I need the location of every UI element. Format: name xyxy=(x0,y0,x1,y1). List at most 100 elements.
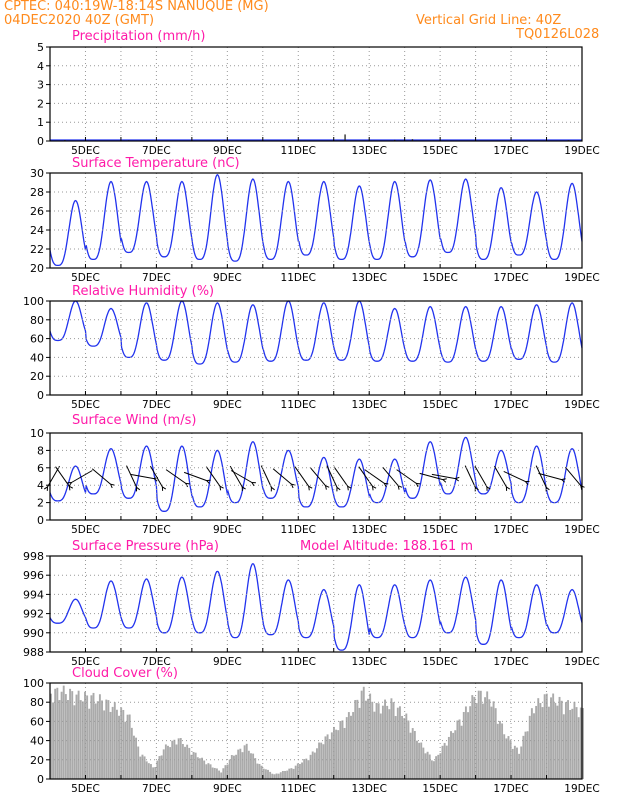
wind-arrow xyxy=(565,466,582,487)
precip-bar xyxy=(344,134,346,141)
wind-arrowhead xyxy=(205,479,211,484)
y-tick-label: 990 xyxy=(23,627,44,640)
cloud-bar xyxy=(367,698,369,779)
y-tick-label: 998 xyxy=(23,550,44,563)
y-tick-label: 30 xyxy=(30,167,44,180)
cloud-bar xyxy=(122,709,125,779)
wind-arrowhead xyxy=(184,482,190,488)
series-line xyxy=(49,173,583,267)
y-tick-label: 60 xyxy=(30,333,44,346)
cloud-bar xyxy=(279,772,282,779)
plot-area xyxy=(50,134,582,141)
chart-panel-2: Surface Temperature (nC) 20 22 24 26 28 30 5DEC… xyxy=(30,156,600,284)
cloud-bar xyxy=(158,756,161,779)
cloud-bar xyxy=(494,708,497,779)
wind-arrowhead xyxy=(580,484,585,490)
y-tick-label: 10 xyxy=(30,427,44,440)
cloud-bar xyxy=(403,718,406,779)
cloud-bar xyxy=(164,744,167,779)
cloud-bar xyxy=(230,755,233,779)
cloud-bar xyxy=(364,700,367,779)
cloud-bar xyxy=(326,734,329,779)
y-tick-label: 0 xyxy=(37,389,44,402)
cloud-bar xyxy=(401,715,404,779)
x-tick-label: 17DEC xyxy=(493,272,528,284)
cloud-bar xyxy=(407,720,410,779)
cloud-bar xyxy=(439,753,442,779)
wind-arrowhead xyxy=(545,486,550,492)
wind-arrow xyxy=(503,470,526,483)
wind-arrowhead xyxy=(336,486,341,492)
cloud-bar xyxy=(377,703,380,779)
y-tick-label: 28 xyxy=(30,186,44,199)
cloud-bar xyxy=(437,754,440,779)
chart-frame xyxy=(49,682,583,780)
cloud-bar xyxy=(390,698,393,779)
wind-arrowhead xyxy=(68,485,74,491)
wind-arrow xyxy=(333,466,349,487)
cloud-bar xyxy=(167,745,169,779)
cloud-bar xyxy=(360,690,363,779)
cloud-bar xyxy=(411,728,414,779)
plot-area xyxy=(49,173,583,267)
y-tick-label: 40 xyxy=(30,351,44,364)
cloud-bar xyxy=(260,765,263,779)
cloud-bar xyxy=(373,711,376,779)
cloud-bar xyxy=(477,690,480,779)
y-tick-label: 1 xyxy=(37,116,44,129)
cloud-bar xyxy=(547,706,550,779)
x-tick-label: 5DEC xyxy=(71,399,100,411)
cloud-bar xyxy=(141,754,144,779)
cloud-bar xyxy=(577,717,580,779)
x-tick-label: 13DEC xyxy=(351,399,386,411)
x-tick-label: 9DEC xyxy=(213,272,242,284)
cloud-bar xyxy=(271,773,274,779)
cloud-bar xyxy=(473,696,476,779)
cloud-bar xyxy=(379,713,382,779)
y-tick-label: 4 xyxy=(37,60,44,73)
cloud-bar xyxy=(135,737,138,779)
cloud-bar xyxy=(294,765,297,779)
cloud-bar xyxy=(273,774,276,779)
x-tick-label: 19DEC xyxy=(564,145,599,157)
cloud-bar xyxy=(445,745,448,779)
cloud-bar xyxy=(430,760,433,779)
x-tick-label: 11DEC xyxy=(281,272,316,284)
x-tick-label: 15DEC xyxy=(422,783,457,795)
y-tick-label: 996 xyxy=(23,569,44,582)
chart-panel-1: Precipitation (mm/h) 0 1 2 3 4 5 5DEC 7DEC 9DEC 11… xyxy=(37,29,600,157)
gridlines xyxy=(50,301,582,395)
cloud-bar xyxy=(241,752,244,779)
cloud-bar xyxy=(343,727,346,779)
cloud-bar xyxy=(333,726,335,779)
cloud-bar xyxy=(177,738,180,779)
wind-arrowhead xyxy=(474,486,479,492)
wind-arrowhead xyxy=(486,485,491,491)
wind-arrowhead xyxy=(270,486,275,492)
cloud-bar xyxy=(58,700,61,779)
cloud-bar xyxy=(456,720,459,779)
x-tick-label: 7DEC xyxy=(142,783,171,795)
cloud-bar xyxy=(413,730,416,779)
wind-arrow xyxy=(358,466,373,487)
wind-arrow xyxy=(538,472,562,481)
chart-annotation: Model Altitude: 188.161 m xyxy=(300,539,473,554)
cloud-bar xyxy=(362,686,365,779)
cloud-bar xyxy=(171,740,174,779)
cloud-bar xyxy=(539,703,542,779)
cloud-bar xyxy=(398,706,401,779)
cloud-bar xyxy=(352,712,355,779)
y-tick-label: 8 xyxy=(37,444,44,457)
wind-arrow xyxy=(149,465,163,488)
cloud-bar xyxy=(528,715,531,779)
x-tick-label: 11DEC xyxy=(281,656,316,668)
cloud-bar xyxy=(550,697,552,779)
x-tick-label: 17DEC xyxy=(493,656,528,668)
cloud-bar xyxy=(396,707,399,779)
y-tick-label: 20 xyxy=(30,370,44,383)
cloud-bar xyxy=(556,705,559,779)
chart-title: Cloud Cover (%) xyxy=(72,666,178,681)
cloud-bar xyxy=(347,712,350,779)
wind-arrow xyxy=(309,466,326,487)
